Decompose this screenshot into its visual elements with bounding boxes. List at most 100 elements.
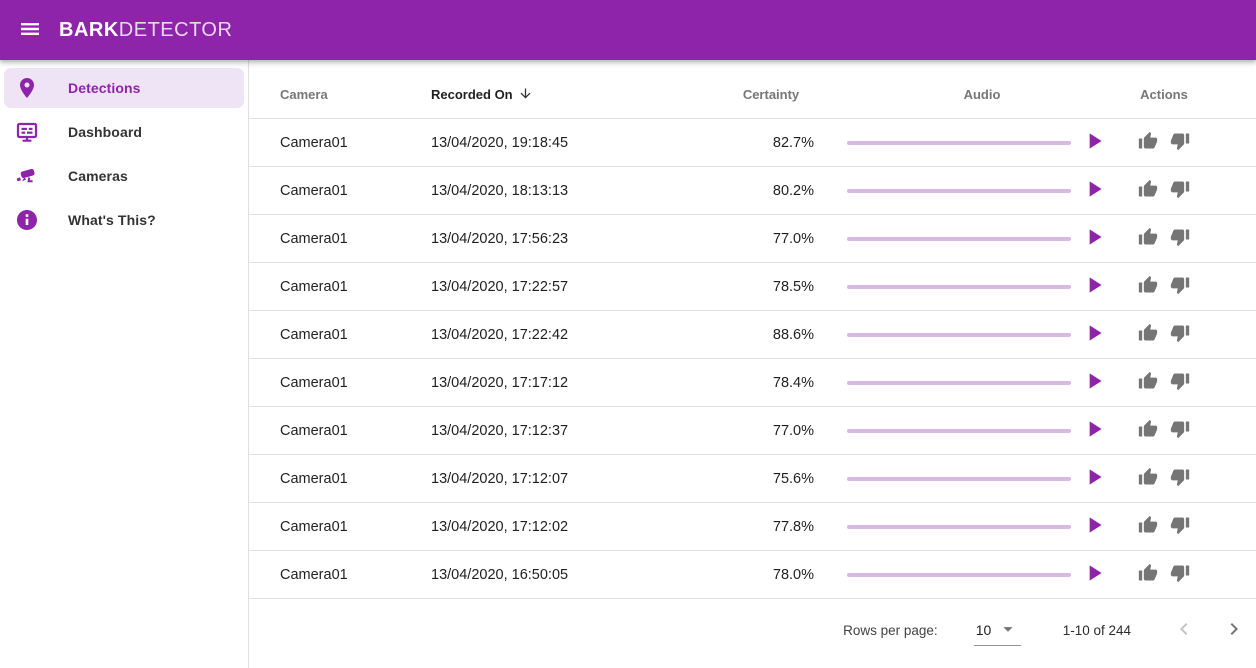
audio-cell [847, 562, 1117, 588]
play-button[interactable] [1081, 322, 1107, 348]
audio-cell [847, 226, 1117, 252]
actions-cell [1117, 323, 1256, 347]
play-button[interactable] [1081, 562, 1107, 588]
table-row: Camera01 13/04/2020, 17:22:57 78.5% [249, 263, 1256, 311]
audio-progress-bar[interactable] [847, 140, 1071, 145]
table-row: Camera01 13/04/2020, 17:22:42 88.6% [249, 311, 1256, 359]
table-row: Camera01 13/04/2020, 17:17:12 78.4% [249, 359, 1256, 407]
play-button[interactable] [1081, 418, 1107, 444]
menu-button[interactable] [8, 8, 52, 52]
next-page-button[interactable] [1214, 611, 1254, 651]
play-button[interactable] [1081, 130, 1107, 156]
audio-progress-bar[interactable] [847, 428, 1071, 433]
thumbs-up-button[interactable] [1136, 323, 1160, 347]
rows-per-page-select[interactable]: 10 [973, 616, 1021, 646]
thumb-down-icon [1170, 179, 1190, 202]
play-icon [1081, 560, 1107, 589]
menu-icon [18, 17, 42, 44]
thumb-up-icon [1138, 371, 1158, 394]
thumbs-down-button[interactable] [1168, 323, 1192, 347]
thumbs-down-button[interactable] [1168, 275, 1192, 299]
table-row: Camera01 13/04/2020, 18:13:13 80.2% [249, 167, 1256, 215]
column-header-camera[interactable]: Camera [280, 87, 328, 102]
thumbs-down-button[interactable] [1168, 131, 1192, 155]
thumb-down-icon [1170, 323, 1190, 346]
thumb-down-icon [1170, 563, 1190, 586]
thumbs-down-button[interactable] [1168, 179, 1192, 203]
camera-cell: Camera01 [280, 134, 348, 151]
cctv-camera-icon [15, 164, 39, 188]
thumbs-down-button[interactable] [1168, 515, 1192, 539]
certainty-cell: 78.4% [772, 374, 814, 391]
audio-progress-bar[interactable] [847, 188, 1071, 193]
table-body: Camera01 13/04/2020, 19:18:45 82.7% [249, 119, 1256, 599]
thumbs-down-button[interactable] [1168, 419, 1192, 443]
audio-progress-bar[interactable] [847, 524, 1071, 529]
app-bar: BARKDETECTOR [0, 0, 1256, 60]
recorded-on-cell: 13/04/2020, 17:17:12 [431, 374, 569, 391]
thumbs-down-button[interactable] [1168, 371, 1192, 395]
thumbs-up-button[interactable] [1136, 419, 1160, 443]
previous-page-button[interactable] [1164, 611, 1204, 651]
thumb-up-icon [1138, 467, 1158, 490]
play-button[interactable] [1081, 514, 1107, 540]
audio-progress-bar[interactable] [847, 332, 1071, 337]
sidebar-item-detections[interactable]: Detections [4, 68, 244, 108]
thumbs-up-button[interactable] [1136, 467, 1160, 491]
audio-progress-bar[interactable] [847, 236, 1071, 241]
thumbs-down-button[interactable] [1168, 467, 1192, 491]
app-title-bold: BARK [59, 18, 119, 41]
audio-progress-bar[interactable] [847, 572, 1071, 577]
play-button[interactable] [1081, 466, 1107, 492]
place-icon [15, 76, 39, 100]
play-icon [1081, 224, 1107, 253]
camera-cell: Camera01 [280, 470, 348, 487]
sidebar-item-whats-this[interactable]: What's This? [4, 200, 244, 240]
dashboard-icon [15, 120, 39, 144]
thumbs-up-button[interactable] [1136, 515, 1160, 539]
recorded-on-cell: 13/04/2020, 19:18:45 [431, 134, 569, 151]
table-row: Camera01 13/04/2020, 19:18:45 82.7% [249, 119, 1256, 167]
play-button[interactable] [1081, 370, 1107, 396]
sidebar-item-cameras[interactable]: Cameras [4, 156, 244, 196]
sidebar-item-label: Dashboard [68, 124, 143, 140]
column-header-certainty[interactable]: Certainty [742, 87, 800, 102]
thumbs-down-button[interactable] [1168, 563, 1192, 587]
recorded-on-cell: 13/04/2020, 17:12:02 [431, 518, 569, 535]
camera-cell: Camera01 [280, 230, 348, 247]
play-button[interactable] [1081, 178, 1107, 204]
play-button[interactable] [1081, 226, 1107, 252]
play-icon [1081, 272, 1107, 301]
app-title-light: DETECTOR [118, 18, 233, 41]
thumbs-up-button[interactable] [1136, 371, 1160, 395]
thumbs-down-button[interactable] [1168, 227, 1192, 251]
audio-progress-bar[interactable] [847, 284, 1071, 289]
certainty-cell: 78.5% [772, 278, 814, 295]
thumbs-up-button[interactable] [1136, 179, 1160, 203]
thumb-up-icon [1138, 275, 1158, 298]
table-row: Camera01 13/04/2020, 17:12:07 75.6% [249, 455, 1256, 503]
recorded-on-cell: 13/04/2020, 17:12:07 [431, 470, 569, 487]
pagination-range-label: 1-10 of 244 [1062, 623, 1131, 638]
thumb-up-icon [1138, 515, 1158, 538]
certainty-cell: 78.0% [772, 566, 814, 583]
camera-cell: Camera01 [280, 518, 348, 535]
thumb-down-icon [1170, 467, 1190, 490]
thumbs-up-button[interactable] [1136, 275, 1160, 299]
table-row: Camera01 13/04/2020, 16:50:05 78.0% [249, 551, 1256, 599]
actions-cell [1117, 275, 1256, 299]
thumbs-up-button[interactable] [1136, 131, 1160, 155]
camera-cell: Camera01 [280, 374, 348, 391]
column-header-audio[interactable]: Audio [963, 87, 1001, 102]
audio-progress-bar[interactable] [847, 476, 1071, 481]
audio-progress-bar[interactable] [847, 380, 1071, 385]
thumbs-up-button[interactable] [1136, 563, 1160, 587]
actions-cell [1117, 419, 1256, 443]
sidebar-item-dashboard[interactable]: Dashboard [4, 112, 244, 152]
thumb-up-icon [1138, 179, 1158, 202]
thumbs-up-button[interactable] [1136, 227, 1160, 251]
chevron-right-icon [1222, 617, 1246, 644]
column-header-recorded-on[interactable]: Recorded On [431, 86, 679, 104]
play-button[interactable] [1081, 274, 1107, 300]
thumb-up-icon [1138, 131, 1158, 154]
